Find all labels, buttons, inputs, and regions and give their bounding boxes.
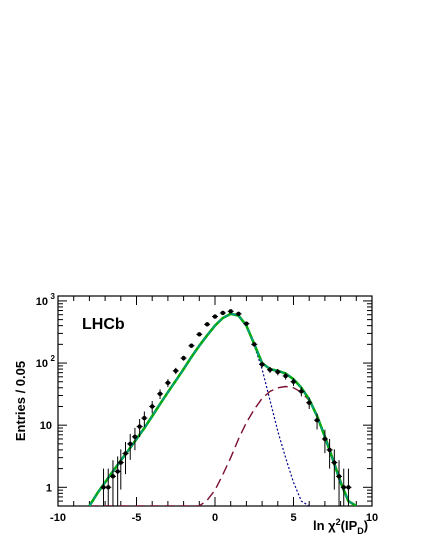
x-tick-label: -5 (132, 512, 142, 524)
data-point-marker (115, 469, 120, 474)
data-point-marker (110, 474, 116, 479)
data-point-marker (142, 415, 147, 421)
data-point-marker (123, 451, 128, 456)
y-tick-exponent: 3 (51, 292, 56, 301)
fit-curve-dotted (175, 313, 310, 506)
axis-ticks (57, 296, 373, 507)
x-axis-title-open: (IP (341, 518, 358, 533)
y-tick-label: 10 (40, 420, 52, 432)
data-point-marker (197, 332, 202, 337)
data-point-marker (252, 342, 257, 347)
x-axis-title-sub: D (357, 526, 364, 536)
data-point-marker (101, 485, 106, 490)
data-point-marker (137, 424, 142, 429)
data-point-marker (106, 485, 111, 490)
data-point-marker (118, 460, 124, 465)
data-point-marker (165, 380, 171, 386)
y-tick-label: 10 (36, 296, 48, 308)
data-point-marker (307, 400, 312, 405)
fit-curves (88, 312, 357, 506)
x-axis-title-close: ) (364, 518, 368, 533)
data-point-marker (157, 391, 163, 396)
data-point-marker (322, 436, 328, 442)
data-point-marker (244, 321, 249, 326)
data-point-marker (189, 343, 194, 348)
x-tick-label: 5 (290, 512, 296, 524)
x-tick-label: 0 (212, 512, 218, 524)
x-axis-title: ln χ2(IPD) (313, 517, 368, 536)
y-tick-label: 10 (36, 358, 48, 370)
data-point-marker (204, 322, 210, 327)
data-point-marker (220, 310, 226, 316)
y-tick-exponent: 2 (51, 354, 56, 363)
y-axis-title: Entries / 0.05 (13, 361, 28, 441)
data-point-marker (327, 447, 332, 453)
lhcb-annotation: LHCb (82, 316, 125, 333)
data-point-marker (128, 441, 133, 447)
fit-curve-solid (88, 312, 357, 506)
x-axis-title-sup: 2 (336, 517, 341, 527)
data-points (100, 309, 352, 506)
data-point-marker (150, 404, 155, 409)
x-tick-label: -10 (50, 512, 66, 524)
data-point-marker (132, 434, 138, 439)
data-point-marker (212, 314, 218, 319)
data-point-marker (275, 369, 280, 375)
data-point-marker (336, 474, 342, 479)
x-axis-title-main: ln χ (313, 518, 336, 533)
data-point-marker (267, 367, 273, 372)
x-tick-label: 10 (366, 512, 378, 524)
data-point-marker (259, 362, 265, 367)
data-point-marker (291, 379, 296, 384)
data-point-marker (173, 368, 178, 374)
data-point-marker (346, 485, 351, 490)
y-tick-label: 1 (46, 482, 52, 494)
data-point-marker (332, 460, 337, 465)
data-point-marker (341, 485, 346, 490)
data-point-marker (181, 355, 186, 361)
data-point-marker (228, 309, 233, 314)
data-point-marker (236, 311, 241, 317)
fit-curve-dashed (88, 313, 357, 506)
data-point-marker (314, 418, 320, 423)
data-point-marker (283, 373, 288, 379)
data-point-marker (299, 389, 304, 394)
fit-curve-long-dash (89, 385, 357, 506)
